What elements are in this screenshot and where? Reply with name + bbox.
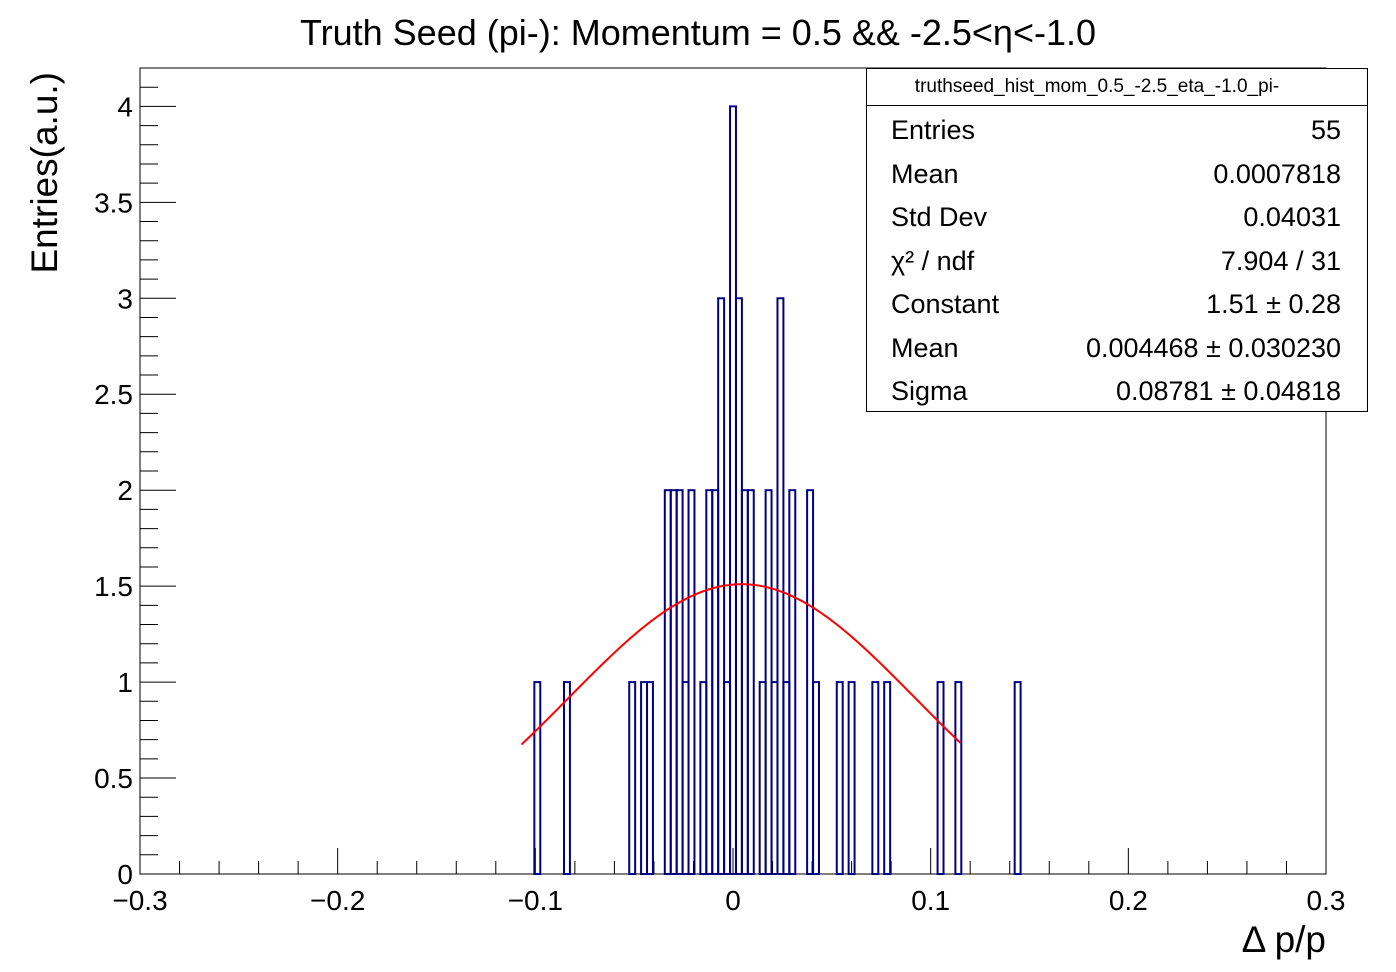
stats-row: Mean 0.004468 ± 0.030230: [867, 327, 1367, 370]
stats-label: χ² / ndf: [891, 245, 975, 276]
y-axis-label: Entries(a.u.): [24, 72, 65, 274]
histogram-bin: [628, 681, 637, 875]
stats-label: Sigma: [891, 376, 968, 406]
fit-curve: [520, 583, 962, 746]
x-tick-label: 0.2: [1109, 885, 1148, 916]
histogram-bin: [954, 681, 963, 875]
fit-curve-group: [520, 583, 962, 746]
stats-label: Constant: [891, 289, 1000, 319]
y-tick-label: 3: [117, 283, 133, 314]
histogram-bin: [835, 681, 844, 875]
stats-title: truthseed_hist_mom_0.5_-2.5_eta_-1.0_pi-: [914, 76, 1280, 97]
stats-box: truthseed_hist_mom_0.5_-2.5_eta_-1.0_pi-…: [866, 68, 1368, 412]
stats-value: 1.51 ± 0.28: [1206, 289, 1341, 319]
histogram-bin: [646, 681, 654, 875]
x-tick-label: 0.1: [911, 885, 950, 916]
stats-label: Mean: [891, 332, 959, 363]
stats-row: Std Dev 0.04031: [867, 196, 1367, 239]
x-tick-label: −0.1: [508, 885, 563, 916]
y-tick-label: 1.5: [94, 571, 133, 602]
y-tick-label: 2.5: [94, 379, 133, 410]
histogram-bars: [533, 105, 1022, 875]
stats-value: 0.04031: [1243, 202, 1341, 232]
stats-label: Std Dev: [891, 202, 988, 232]
histogram-bin: [812, 681, 820, 875]
axes: −0.3 −0.2 −0.1 0 0.1 0.2 0.3 0 0.5 1 1.5 2 2.5 3 3.5 4: [94, 67, 1346, 916]
histogram-bin: [936, 681, 945, 875]
stats-row: Mean 0.0007818: [867, 153, 1367, 196]
histogram-bin: [1013, 681, 1022, 875]
stats-value: 0.0007818: [1213, 158, 1341, 189]
y-tick-label: 0: [117, 859, 133, 890]
x-tick-label: −0.3: [112, 885, 167, 916]
y-tick-label: 4: [117, 91, 133, 122]
y-tick-label: 1: [117, 667, 133, 698]
x-tick-label: 0: [725, 885, 741, 916]
histogram-bin: [871, 681, 880, 875]
stats-row: Entries 55: [867, 109, 1367, 152]
stats-row: Constant 1.51 ± 0.28: [867, 283, 1367, 326]
y-tick-label: 0.5: [94, 763, 133, 794]
chart-title: Truth Seed (pi-): Momentum = 0.5 && -2.5…: [300, 12, 1096, 53]
histogram-bin: [746, 489, 755, 875]
histogram-bin: [776, 297, 785, 875]
y-tick-label: 3.5: [94, 187, 133, 218]
stats-value: 55: [1310, 115, 1341, 145]
histogram-bin: [883, 681, 892, 875]
stats-row: χ² / ndf 7.904 / 31: [867, 240, 1367, 283]
x-tick-label: −0.2: [310, 885, 365, 916]
x-tick-label: 0.3: [1307, 885, 1346, 916]
stats-value: 0.08781 ± 0.04818: [1115, 376, 1341, 406]
stats-label: Entries: [891, 115, 976, 145]
histogram-bin: [687, 489, 696, 875]
stats-value: 0.004468 ± 0.030230: [1085, 332, 1341, 363]
histogram-bin: [562, 681, 571, 875]
y-tick-label: 2: [117, 475, 133, 506]
histogram-bin: [847, 681, 856, 875]
stats-row: Sigma 0.08781 ± 0.04818: [867, 370, 1367, 413]
histogram-bin: [788, 489, 797, 875]
histogram-bin: [533, 681, 542, 875]
stats-label: Mean: [891, 158, 959, 189]
stats-separator: [867, 105, 1367, 106]
stats-value: 7.904 / 31: [1220, 245, 1341, 276]
x-axis-label: Δ p/p: [1242, 919, 1326, 960]
